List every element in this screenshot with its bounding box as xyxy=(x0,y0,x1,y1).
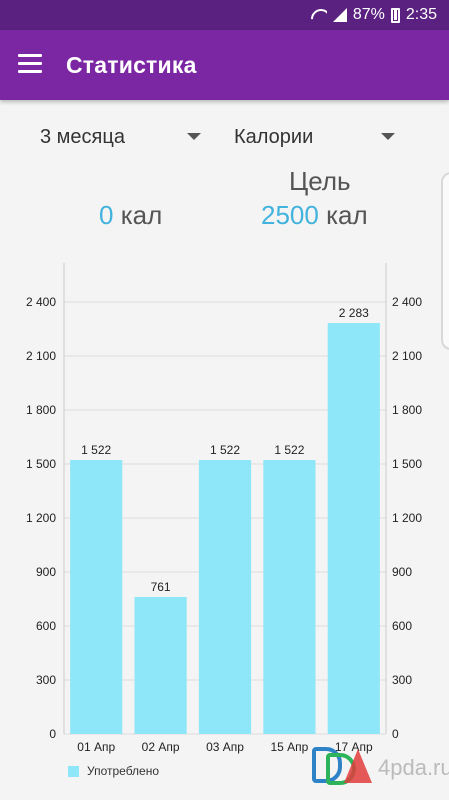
consumed-value: 0 xyxy=(99,200,114,230)
app-bar: Статистика xyxy=(0,30,449,100)
chart-legend: Употреблено xyxy=(68,764,159,778)
y-tick-label-right: 600 xyxy=(392,619,412,633)
y-tick-label-left: 600 xyxy=(36,619,56,633)
y-tick-label-left: 1 800 xyxy=(26,403,56,417)
legend-label: Употреблено xyxy=(87,764,160,778)
y-tick-label-left: 900 xyxy=(36,565,56,579)
y-tick-label-right: 0 xyxy=(392,727,399,741)
bar-value-label: 761 xyxy=(151,580,171,594)
chart-bar xyxy=(327,323,380,734)
period-dropdown[interactable]: 3 месяца xyxy=(40,120,205,154)
x-tick-label: 01 Апр xyxy=(77,740,115,754)
chart-bar xyxy=(263,460,316,734)
status-icons: 87% 2:35 xyxy=(311,6,437,24)
period-dropdown-value: 3 месяца xyxy=(40,125,125,148)
y-tick-label-left: 0 xyxy=(49,727,56,741)
watermark-logo: 4pda.ru xyxy=(312,745,449,791)
calories-bar-chart: 0 0 300 300 600 600 900 900 1 200 1 200 1 500 1 500… xyxy=(0,255,449,800)
consumed-unit: кал xyxy=(120,200,163,230)
y-tick-label-right: 1 200 xyxy=(392,511,422,525)
y-tick-label-left: 2 100 xyxy=(26,349,56,363)
consumed-calories: 0 кал xyxy=(99,200,162,231)
y-tick-label-left: 1 200 xyxy=(26,511,56,525)
y-tick-label-left: 300 xyxy=(36,673,56,687)
chart-bar xyxy=(70,460,123,734)
wifi-icon xyxy=(311,9,327,21)
y-tick-label-right: 1 800 xyxy=(392,403,422,417)
battery-percent: 87% xyxy=(352,6,385,23)
watermark-text: 4pda.ru xyxy=(378,755,449,780)
x-tick-label: 15 Апр xyxy=(270,740,308,754)
goal-value: 2500 xyxy=(261,200,319,230)
filters-row: 3 месяца Калории xyxy=(0,120,449,154)
status-bar: 87% 2:35 xyxy=(0,0,449,30)
dropdown-arrow-icon xyxy=(381,133,395,140)
x-tick-label: 02 Апр xyxy=(142,740,180,754)
y-tick-label-right: 300 xyxy=(392,673,412,687)
chart-bar xyxy=(134,597,187,734)
page-title: Статистика xyxy=(66,52,197,78)
y-tick-label-right: 2 100 xyxy=(392,349,422,363)
metric-dropdown[interactable]: Калории xyxy=(234,120,399,154)
bar-value-label: 2 283 xyxy=(339,306,369,320)
legend-swatch xyxy=(68,765,79,777)
metric-dropdown-value: Калории xyxy=(234,125,314,148)
y-tick-label-right: 2 400 xyxy=(392,295,422,309)
goal-calories: 2500 кал xyxy=(261,200,368,231)
y-tick-label-right: 1 500 xyxy=(392,457,422,471)
x-tick-label: 03 Апр xyxy=(206,740,244,754)
chart-bar xyxy=(198,460,252,734)
goal-label: Цель xyxy=(289,166,351,196)
clock: 2:35 xyxy=(405,6,437,23)
signal-icon xyxy=(332,8,347,22)
y-tick-label-left: 1 500 xyxy=(26,457,56,471)
dropdown-arrow-icon xyxy=(187,133,201,140)
bar-value-label: 1 522 xyxy=(210,443,240,457)
goal-unit: кал xyxy=(326,200,368,230)
chart-svg: 0 0 300 300 600 600 900 900 1 200 1 200 1 500 1 500… xyxy=(26,263,422,754)
y-tick-label-right: 900 xyxy=(392,565,412,579)
bar-value-label: 1 522 xyxy=(274,443,304,457)
hamburger-menu-icon[interactable] xyxy=(18,54,42,74)
y-tick-label-left: 2 400 xyxy=(26,295,56,309)
bar-value-label: 1 522 xyxy=(81,443,111,457)
battery-charging-icon xyxy=(390,7,400,23)
